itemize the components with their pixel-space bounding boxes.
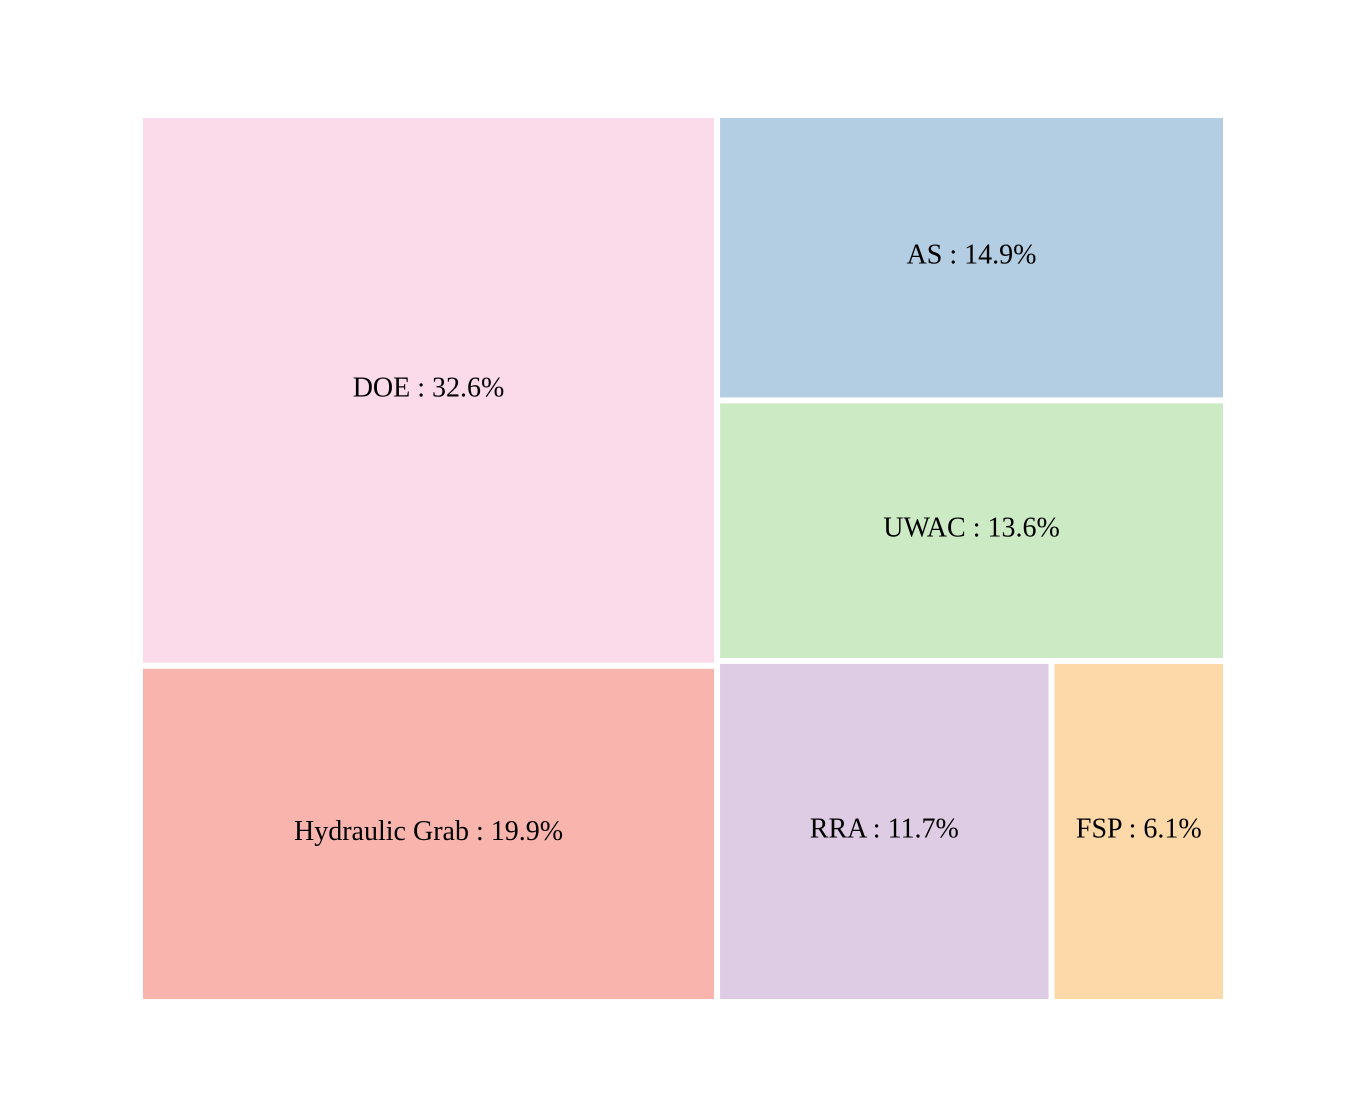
treemap-label-separator: : bbox=[410, 373, 432, 404]
treemap-tile-as bbox=[714, 112, 1229, 404]
treemap-label-value: 13.6% bbox=[987, 513, 1059, 544]
treemap-tile-hydraulic-grab bbox=[137, 662, 721, 1006]
treemap-label-name: RRA bbox=[810, 814, 868, 845]
treemap-tiles bbox=[137, 112, 1229, 1006]
treemap-label-separator: : bbox=[469, 816, 491, 847]
treemap-labels: DOE : 32.6% Hydraulic Grab : 19.9% AS : 14… bbox=[294, 240, 1202, 847]
treemap-label-value: 32.6% bbox=[432, 373, 504, 404]
treemap-tile-rra bbox=[714, 657, 1055, 1005]
treemap-tile-doe bbox=[137, 112, 721, 669]
treemap-label-separator: : bbox=[866, 814, 888, 845]
treemap-label-name: FSP bbox=[1076, 814, 1122, 845]
treemap-label-fsp: FSP : 6.1% bbox=[1076, 814, 1202, 845]
treemap-tile-fsp bbox=[1048, 657, 1229, 1005]
treemap-label-name: AS bbox=[907, 240, 943, 271]
treemap-label-name: UWAC bbox=[883, 513, 965, 544]
treemap-label-as: AS : 14.9% bbox=[907, 240, 1037, 271]
treemap-label-value: 19.9% bbox=[491, 816, 563, 847]
treemap-label-separator: : bbox=[1122, 814, 1144, 845]
treemap-label-uwac: UWAC : 13.6% bbox=[883, 513, 1060, 544]
treemap-label-rra: RRA : 11.7% bbox=[810, 814, 959, 845]
treemap-label-doe: DOE : 32.6% bbox=[353, 373, 505, 404]
treemap-label-value: 14.9% bbox=[964, 240, 1036, 271]
treemap-label-value: 6.1% bbox=[1143, 814, 1201, 845]
treemap-label-name: DOE bbox=[353, 373, 411, 404]
treemap-tile-uwac bbox=[714, 397, 1229, 664]
treemap-label-name: Hydraulic Grab bbox=[294, 816, 469, 847]
treemap-label-separator: : bbox=[966, 513, 988, 544]
treemap-label-separator: : bbox=[942, 240, 964, 271]
treemap-label-value: 11.7% bbox=[888, 814, 959, 845]
treemap-label-hydraulic-grab: Hydraulic Grab : 19.9% bbox=[294, 816, 563, 847]
